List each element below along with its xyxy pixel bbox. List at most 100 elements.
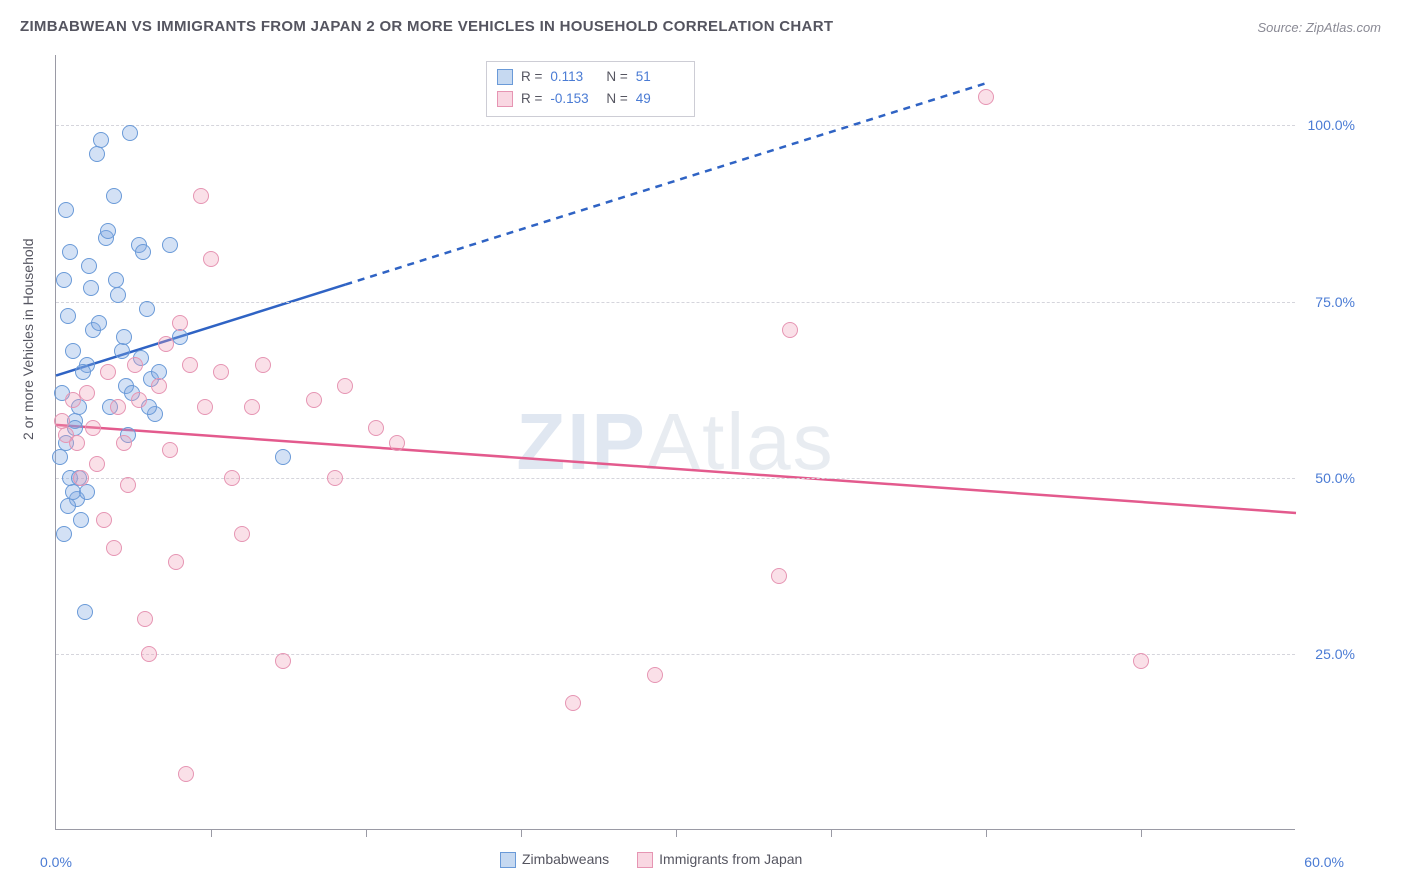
x-tick-0: 0.0% (40, 854, 72, 870)
y-tick-label: 75.0% (1300, 294, 1355, 310)
data-point (565, 695, 581, 711)
data-point (79, 484, 95, 500)
data-point (81, 258, 97, 274)
data-point (131, 392, 147, 408)
data-point (337, 378, 353, 394)
data-point (91, 315, 107, 331)
data-point (255, 357, 271, 373)
data-point (389, 435, 405, 451)
y-tick-label: 25.0% (1300, 646, 1355, 662)
x-minor-tick (831, 829, 832, 837)
data-point (56, 272, 72, 288)
legend-item-japan: Immigrants from Japan (637, 851, 802, 868)
data-point (172, 315, 188, 331)
data-point (162, 442, 178, 458)
data-point (151, 378, 167, 394)
data-point (135, 244, 151, 260)
data-point (60, 498, 76, 514)
data-point (77, 604, 93, 620)
y-tick-label: 100.0% (1300, 117, 1355, 133)
data-point (75, 364, 91, 380)
data-point (100, 223, 116, 239)
data-point (89, 456, 105, 472)
data-point (771, 568, 787, 584)
data-point (116, 329, 132, 345)
data-point (203, 251, 219, 267)
data-point (213, 364, 229, 380)
data-point (1133, 653, 1149, 669)
data-point (69, 435, 85, 451)
legend-row-series1: R = 0.113 N = 51 (497, 66, 684, 88)
data-point (96, 512, 112, 528)
h-gridline (56, 302, 1295, 303)
data-point (85, 420, 101, 436)
legend-swatch-blue-icon (500, 852, 516, 868)
data-point (127, 357, 143, 373)
data-point (106, 540, 122, 556)
h-gridline (56, 478, 1295, 479)
data-point (73, 512, 89, 528)
data-point (108, 272, 124, 288)
legend-row-series2: R = -0.153 N = 49 (497, 88, 684, 110)
data-point (158, 336, 174, 352)
data-point (116, 435, 132, 451)
trend-line-solid (56, 425, 1296, 513)
data-point (224, 470, 240, 486)
data-point (89, 146, 105, 162)
x-minor-tick (676, 829, 677, 837)
x-minor-tick (986, 829, 987, 837)
source-attribution: Source: ZipAtlas.com (1257, 20, 1381, 35)
data-point (79, 385, 95, 401)
x-tick-60: 60.0% (1304, 854, 1344, 870)
data-point (244, 399, 260, 415)
data-point (141, 646, 157, 662)
data-point (275, 449, 291, 465)
data-point (275, 653, 291, 669)
data-point (106, 188, 122, 204)
chart-title: ZIMBABWEAN VS IMMIGRANTS FROM JAPAN 2 OR… (20, 18, 833, 35)
data-point (122, 125, 138, 141)
x-minor-tick (1141, 829, 1142, 837)
data-point (62, 244, 78, 260)
correlation-legend: R = 0.113 N = 51 R = -0.153 N = 49 (486, 61, 695, 117)
data-point (73, 470, 89, 486)
data-point (368, 420, 384, 436)
trend-lines (56, 55, 1296, 830)
data-point (56, 526, 72, 542)
y-tick-label: 50.0% (1300, 470, 1355, 486)
data-point (647, 667, 663, 683)
data-point (100, 364, 116, 380)
data-point (178, 766, 194, 782)
data-point (234, 526, 250, 542)
h-gridline (56, 125, 1295, 126)
data-point (58, 202, 74, 218)
x-minor-tick (366, 829, 367, 837)
data-point (114, 343, 130, 359)
x-minor-tick (521, 829, 522, 837)
data-point (137, 611, 153, 627)
data-point (110, 399, 126, 415)
data-point (110, 287, 126, 303)
data-point (65, 343, 81, 359)
data-point (65, 392, 81, 408)
h-gridline (56, 654, 1295, 655)
series-legend: Zimbabweans Immigrants from Japan (500, 851, 802, 868)
x-minor-tick (211, 829, 212, 837)
data-point (168, 554, 184, 570)
legend-swatch-pink (497, 91, 513, 107)
data-point (60, 308, 76, 324)
legend-item-zimbabweans: Zimbabweans (500, 851, 609, 868)
data-point (306, 392, 322, 408)
y-axis-label: 2 or more Vehicles in Household (20, 238, 36, 440)
data-point (139, 301, 155, 317)
data-point (978, 89, 994, 105)
data-point (83, 280, 99, 296)
data-point (162, 237, 178, 253)
data-point (172, 329, 188, 345)
data-point (182, 357, 198, 373)
data-point (782, 322, 798, 338)
legend-swatch-blue (497, 69, 513, 85)
data-point (327, 470, 343, 486)
data-point (193, 188, 209, 204)
scatter-plot: ZIPAtlas 25.0%50.0%75.0%100.0% R = 0.113… (55, 55, 1295, 830)
